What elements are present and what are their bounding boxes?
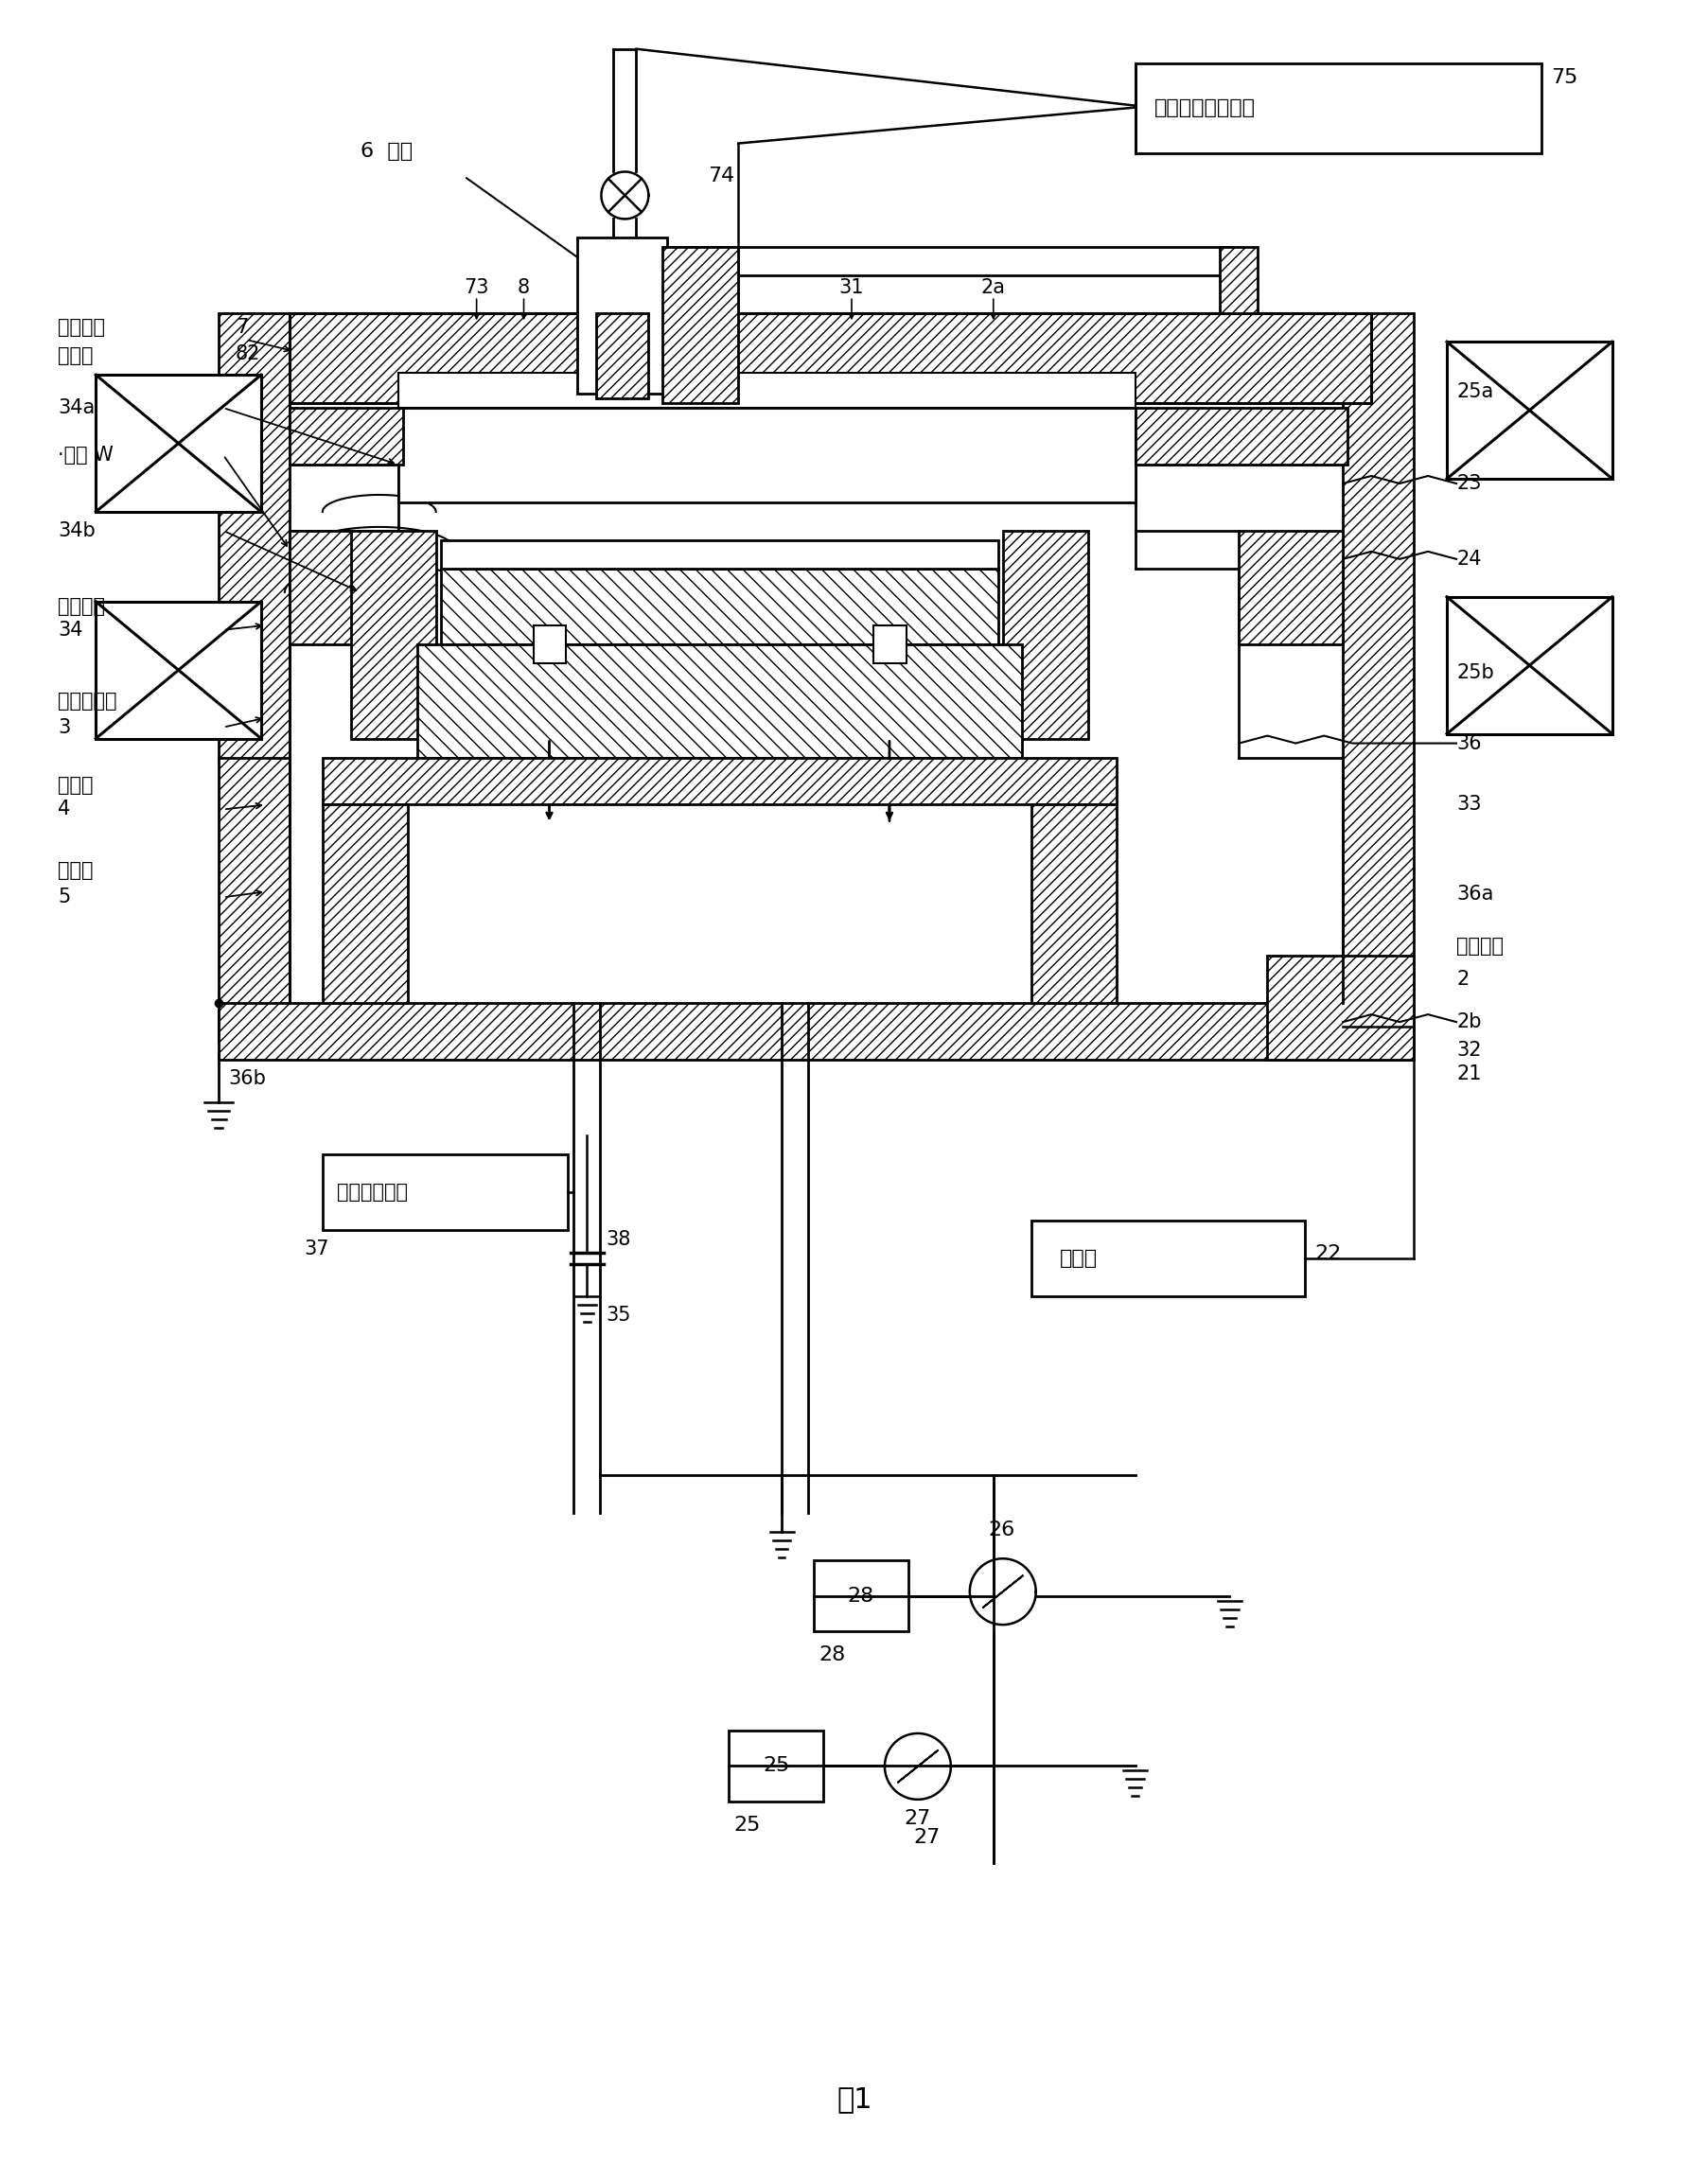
Text: 8: 8	[518, 279, 529, 296]
Bar	[323, 1153, 567, 1230]
Text: 34a: 34a	[58, 399, 96, 416]
Bar	[96, 375, 261, 512]
Bar	[96, 602, 261, 739]
Text: 35: 35	[606, 1306, 630, 1323]
Text: 72: 72	[611, 279, 637, 296]
Text: 25a: 25a	[1455, 382, 1493, 401]
Bar	[577, 238, 668, 395]
Text: 33: 33	[1455, 796, 1481, 813]
Bar	[441, 569, 997, 643]
Bar	[1134, 408, 1348, 464]
Text: 24: 24	[1455, 549, 1481, 569]
Text: 图1: 图1	[837, 2086, 871, 2112]
Text: 38: 38	[606, 1230, 630, 1249]
Text: 26: 26	[989, 1522, 1015, 1539]
Bar	[1447, 342, 1611, 480]
Text: 2a: 2a	[980, 279, 1004, 296]
Text: 导体板: 导体板	[58, 347, 94, 366]
Text: 2: 2	[1455, 970, 1469, 990]
Bar	[323, 756, 1115, 804]
Bar	[813, 1561, 909, 1631]
Text: 7: 7	[236, 318, 248, 338]
Bar	[219, 314, 289, 1040]
Text: 28: 28	[818, 1646, 845, 1663]
Text: 上部电极: 上部电极	[58, 318, 106, 338]
Bar	[1003, 530, 1088, 739]
Text: 22: 22	[1313, 1245, 1341, 1262]
Bar	[289, 314, 1370, 403]
Text: 静电卡盘: 静电卡盘	[58, 597, 106, 615]
Text: 25: 25	[762, 1757, 789, 1775]
Bar	[596, 314, 647, 399]
Text: 37: 37	[304, 1238, 328, 1258]
Text: 27: 27	[904, 1809, 929, 1827]
Bar	[350, 530, 436, 739]
Bar	[1030, 1221, 1305, 1295]
Bar	[1238, 530, 1342, 643]
Text: 36: 36	[1455, 735, 1481, 752]
Text: 真空泵: 真空泵	[1059, 1249, 1097, 1267]
Text: 2b: 2b	[1455, 1012, 1481, 1031]
Bar	[1267, 955, 1413, 1059]
Text: 34: 34	[58, 621, 84, 639]
Text: 4: 4	[58, 800, 70, 820]
Bar	[873, 626, 905, 663]
Bar	[323, 804, 407, 1003]
Text: 21: 21	[1455, 1064, 1481, 1083]
Text: 23: 23	[1455, 473, 1481, 493]
Text: 绝缘板: 绝缘板	[58, 776, 94, 796]
Bar	[289, 530, 403, 643]
Text: 5: 5	[58, 887, 70, 907]
Bar	[533, 626, 565, 663]
Bar	[663, 246, 738, 403]
Text: 36a: 36a	[1455, 885, 1493, 905]
Text: 处理气体供给系统: 处理气体供给系统	[1153, 98, 1255, 118]
Text: 31: 31	[839, 279, 864, 296]
Text: 75: 75	[1549, 68, 1576, 87]
Bar	[1220, 246, 1257, 314]
Text: 34b: 34b	[58, 521, 96, 541]
Bar	[1447, 597, 1611, 735]
Text: 28: 28	[847, 1587, 874, 1604]
Text: 82: 82	[236, 344, 260, 364]
Text: 73: 73	[465, 279, 488, 296]
Text: 25b: 25b	[1455, 663, 1493, 682]
Text: 3: 3	[58, 717, 70, 737]
Bar	[1134, 63, 1541, 153]
Text: 支撑台: 支撑台	[58, 861, 94, 881]
Bar	[219, 1003, 1413, 1059]
Text: ·晶片 W: ·晶片 W	[58, 445, 114, 464]
Bar	[728, 1731, 823, 1801]
Text: 32: 32	[1455, 1040, 1481, 1059]
Text: 处理容器: 处理容器	[1455, 937, 1503, 955]
Bar	[1030, 804, 1115, 1003]
Bar	[1342, 314, 1413, 1040]
Bar	[398, 373, 1134, 408]
Bar	[417, 643, 1021, 756]
Text: 36b: 36b	[227, 1068, 266, 1088]
Text: 27: 27	[912, 1827, 939, 1846]
Text: 6  嘴头: 6 嘴头	[360, 142, 412, 161]
Text: 气体导入机构: 气体导入机构	[336, 1182, 408, 1201]
Bar	[289, 408, 403, 464]
Text: 25: 25	[733, 1816, 760, 1833]
Bar	[398, 408, 1134, 501]
Text: 支撑载物台: 支撑载物台	[58, 691, 118, 711]
Bar	[441, 541, 997, 569]
Text: 74: 74	[707, 168, 734, 185]
Text: 71: 71	[702, 279, 728, 296]
